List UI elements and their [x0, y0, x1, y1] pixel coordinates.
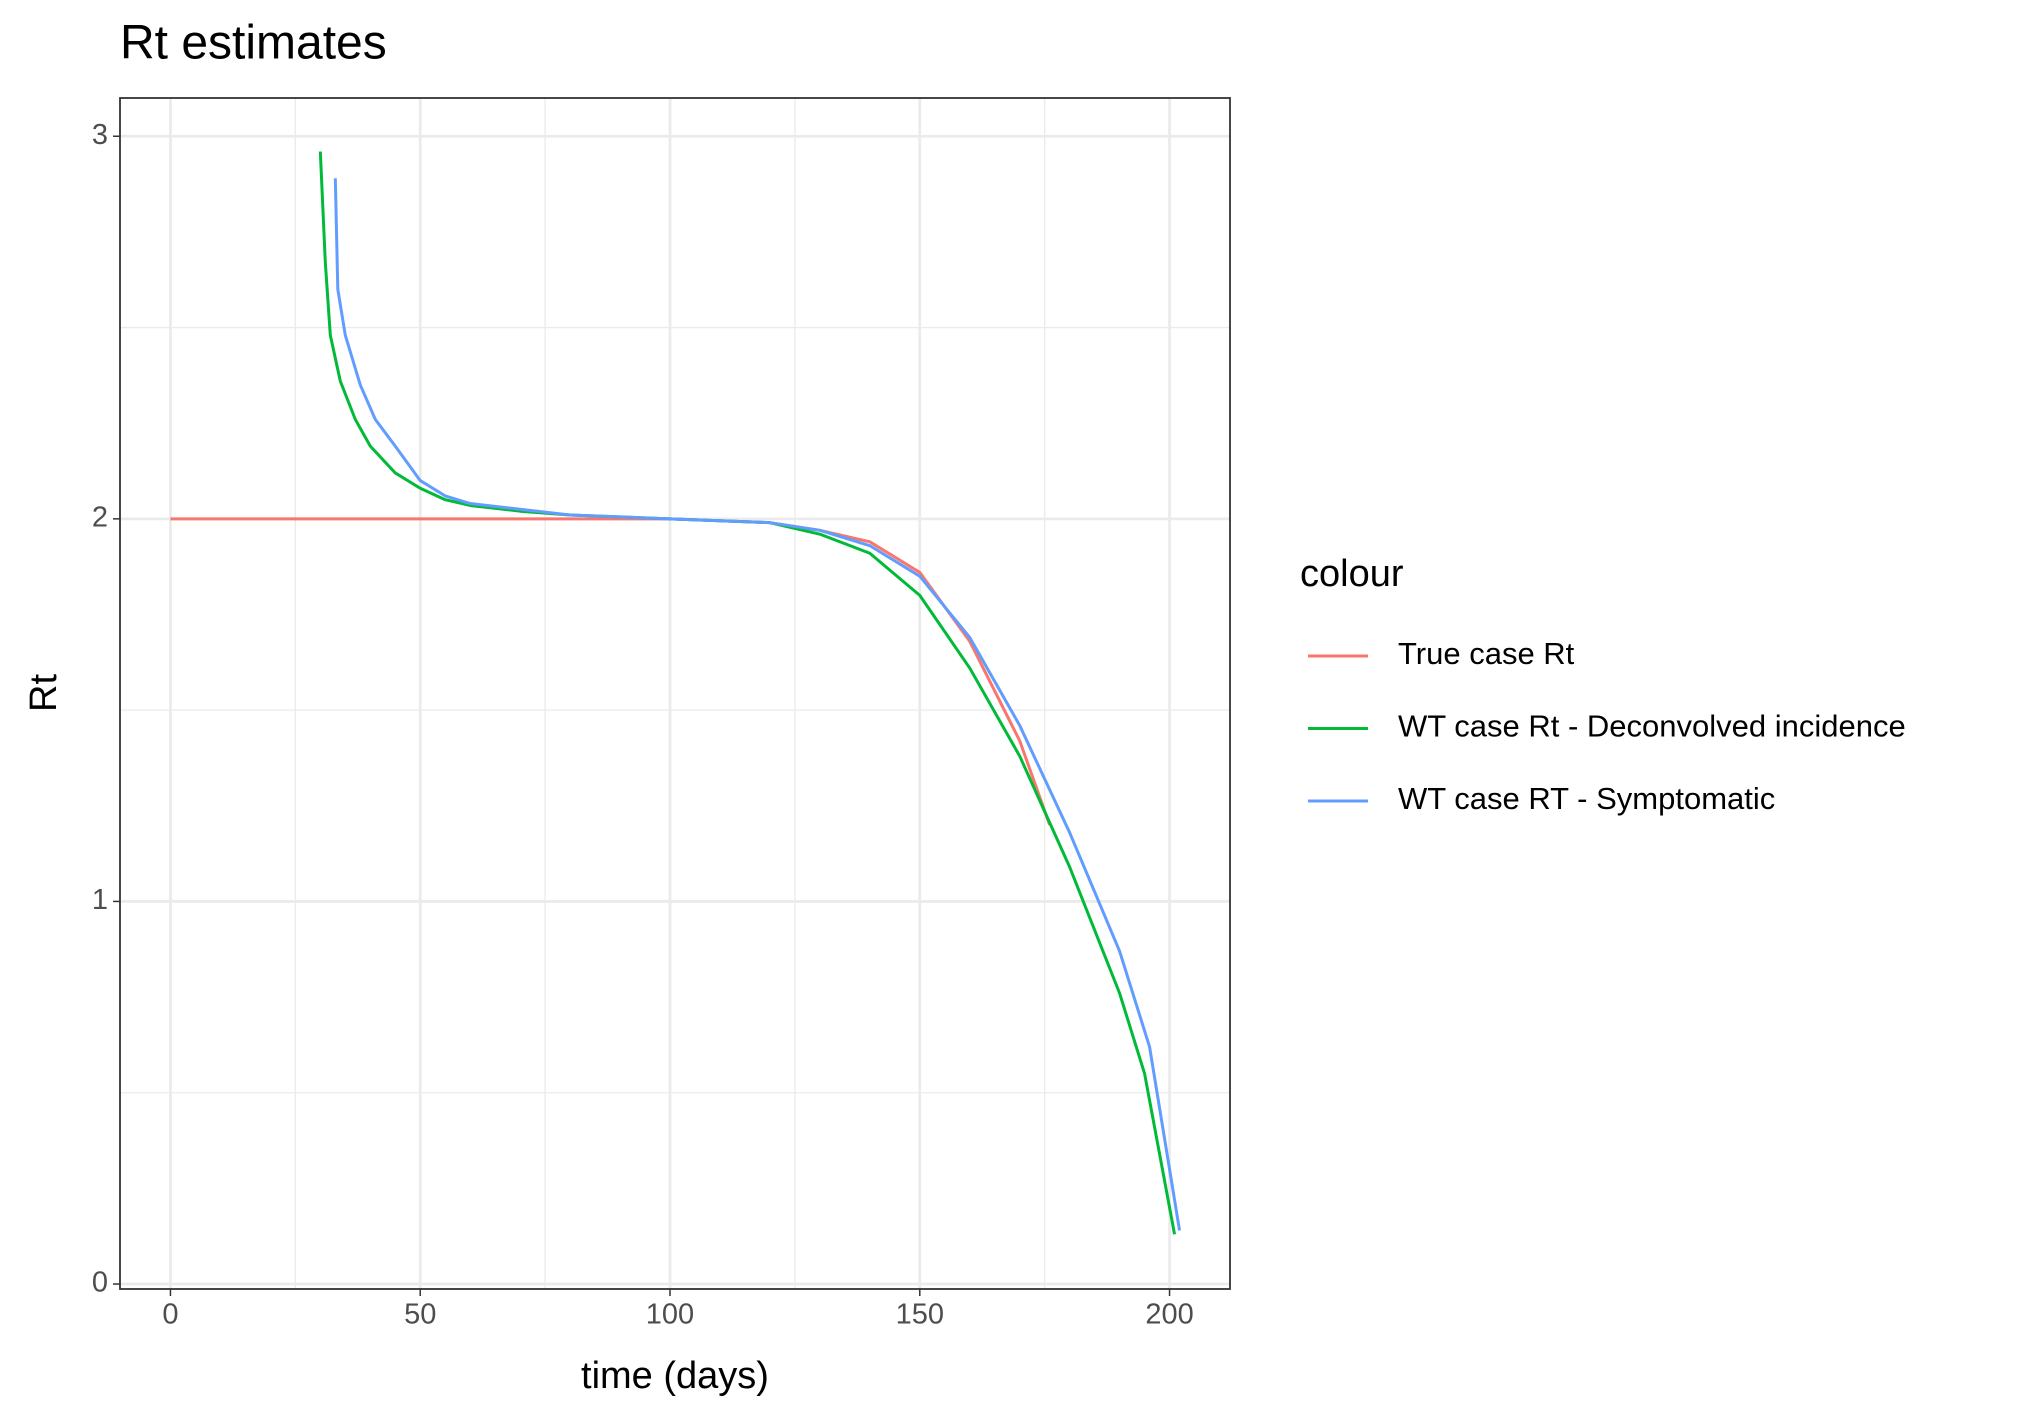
plot-border	[119, 97, 1231, 1290]
legend-title: colour	[1300, 553, 1404, 595]
x-axis-title: time (days)	[581, 1355, 769, 1397]
legend-label: WT case RT - Symptomatic	[1398, 781, 1775, 816]
y-tick-label: 3	[92, 119, 108, 151]
plot-background	[120, 98, 1230, 1289]
y-tick-label: 1	[92, 884, 108, 916]
y-tick-label: 0	[92, 1267, 108, 1299]
legend-label: WT case Rt - Deconvolved incidence	[1398, 709, 1906, 744]
series-line	[333, 178, 1182, 1231]
series-line	[170, 517, 1052, 826]
y-tick-label: 2	[92, 502, 108, 534]
x-tick-label: 50	[404, 1299, 436, 1331]
chart-title: Rt estimates	[120, 17, 387, 70]
legend-label: True case Rt	[1398, 636, 1575, 671]
x-tick-label: 200	[1145, 1299, 1193, 1331]
x-tick-label: 100	[646, 1299, 694, 1331]
y-axis-title: Rt	[23, 674, 65, 712]
x-tick-label: 0	[162, 1299, 178, 1331]
x-tick-label: 150	[896, 1299, 944, 1331]
